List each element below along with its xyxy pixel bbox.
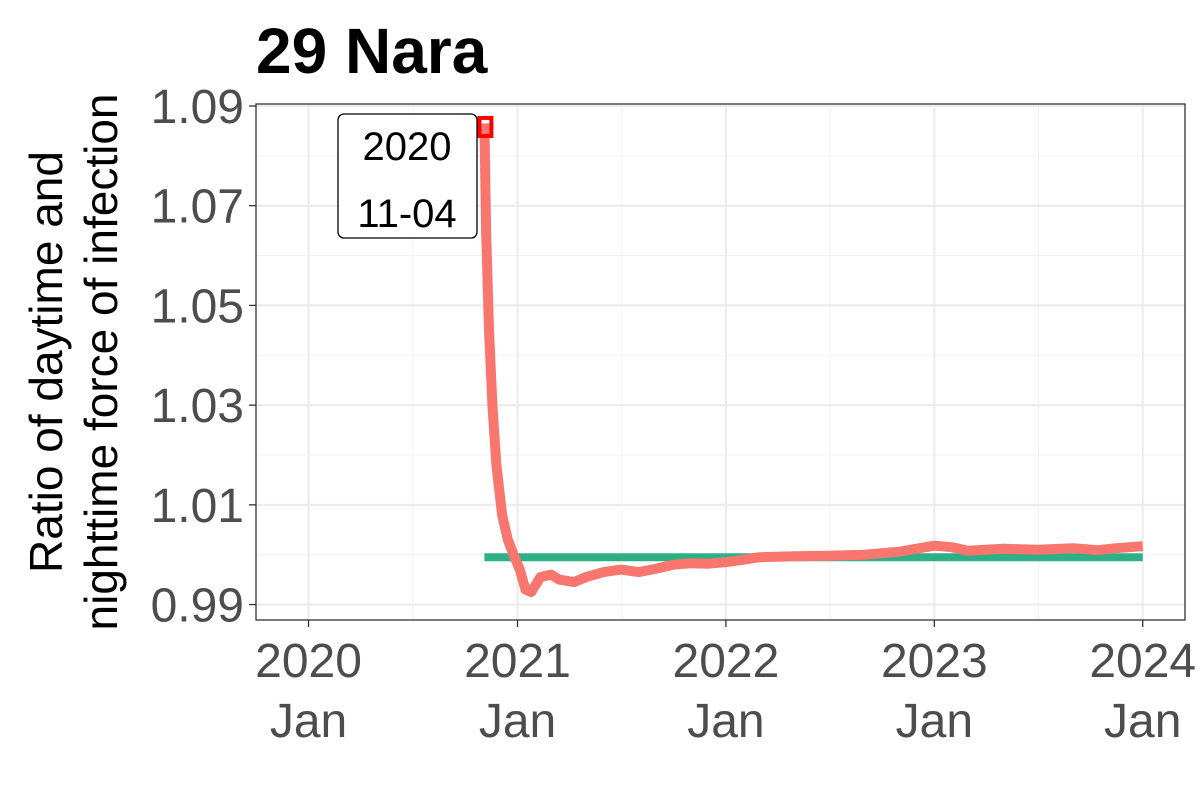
x-tick-label-month-2: Jan <box>687 695 764 748</box>
x-tick-label-month-3: Jan <box>896 695 973 748</box>
y-tick-label-1: 1.01 <box>151 480 244 533</box>
annotation-line2: 11-04 <box>357 192 456 236</box>
y-tick-label-3: 1.05 <box>151 280 244 333</box>
y-tick-label-0: 0.99 <box>151 580 244 633</box>
y-tick-label-5: 1.09 <box>151 81 244 134</box>
x-tick-label-year-4: 2024 <box>1089 635 1196 688</box>
tick-labels: 2020 Jan 2021 Jan 2022 Jan 2023 Jan 2024 Jan 0.99 1… <box>151 81 1197 748</box>
x-tick-label-year-0: 2020 <box>255 635 362 688</box>
y-axis-label: Ratio of daytime and nighttime force of … <box>20 94 127 631</box>
x-tick-label-year-3: 2023 <box>881 635 988 688</box>
annotation-line1: 2020 <box>363 125 452 169</box>
x-tick-label-month-0: Jan <box>270 695 347 748</box>
x-tick-label-month-1: Jan <box>479 695 556 748</box>
x-tick-label-month-4: Jan <box>1104 695 1181 748</box>
series-layer <box>477 115 1144 598</box>
x-tick-label-year-1: 2021 <box>464 635 571 688</box>
y-axis-label-line1: Ratio of daytime and <box>20 151 72 573</box>
date-annotation: 2020 11-04 <box>337 113 478 239</box>
panel-border <box>255 103 1186 621</box>
y-axis-label-line2: nighttime force of infection <box>75 94 127 631</box>
x-tick-label-year-2: 2022 <box>673 635 780 688</box>
y-tick-label-2: 1.03 <box>151 380 244 433</box>
axis-ticks <box>249 105 1144 627</box>
y-tick-label-4: 1.07 <box>151 181 244 234</box>
chart-title: 29 Nara <box>256 15 488 87</box>
annotation-box <box>337 113 478 239</box>
start-date-marker <box>477 115 494 138</box>
ratio-series-line <box>479 123 1144 598</box>
